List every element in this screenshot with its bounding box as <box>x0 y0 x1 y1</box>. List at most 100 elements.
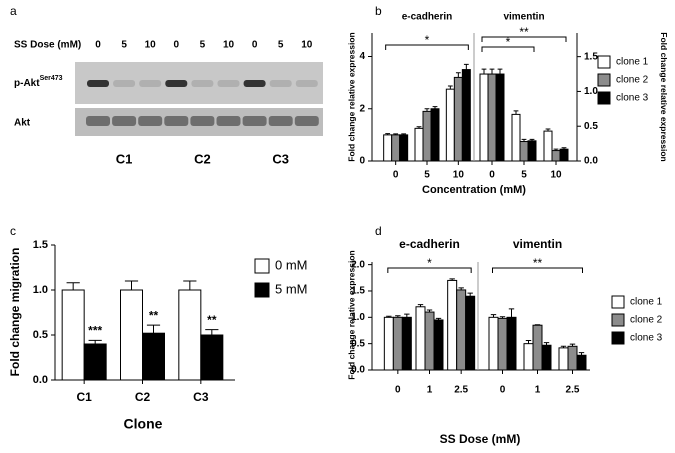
band <box>112 116 137 126</box>
bar <box>523 343 534 371</box>
error-bar <box>447 85 453 90</box>
significance-label: * <box>427 256 432 270</box>
x-tick-label: C1 <box>76 390 92 404</box>
band <box>164 116 189 126</box>
significance-label: ** <box>149 308 159 322</box>
group-title: vimentin <box>503 12 544 23</box>
tick-label: 1.0 <box>33 284 48 296</box>
bar <box>576 354 587 371</box>
bar <box>487 73 497 162</box>
bar <box>567 345 578 371</box>
clone-label: C3 <box>272 151 289 166</box>
bar <box>551 150 561 162</box>
error-bar <box>499 316 506 319</box>
tick-label: 2 <box>359 103 365 114</box>
dose-label: SS Dose (mM) <box>14 40 81 51</box>
row-label: Akt <box>14 118 31 129</box>
error-bar <box>534 324 541 326</box>
significance-label: * <box>506 35 511 49</box>
error-bar <box>417 304 424 307</box>
bar <box>447 279 458 371</box>
bar <box>200 334 224 381</box>
band <box>269 80 292 87</box>
band <box>217 80 240 87</box>
panel-label: d <box>375 224 382 238</box>
bar <box>383 316 394 371</box>
error-bar <box>489 68 495 75</box>
bar <box>456 289 467 371</box>
significance-bracket <box>387 267 472 273</box>
x-tick-label: 1 <box>427 385 433 396</box>
significance-bracket <box>492 267 583 273</box>
dose-label: 0 <box>95 40 101 51</box>
panel-label: c <box>10 224 16 238</box>
x-tick-label: 0 <box>395 385 401 396</box>
tick-label: 0.5 <box>33 329 48 341</box>
error-bar <box>560 345 567 348</box>
error-bar <box>513 110 519 115</box>
error-bar <box>545 128 551 132</box>
bar <box>511 113 521 162</box>
bar <box>488 316 499 371</box>
dose-label: 0 <box>174 40 180 51</box>
error-bar <box>455 72 461 78</box>
legend-swatch <box>611 313 625 327</box>
tick-label: 1.0 <box>351 312 365 323</box>
dose-label: 5 <box>121 40 127 51</box>
error-bar <box>386 315 392 318</box>
group-title: e-cadherin <box>402 12 453 23</box>
significance-bracket <box>481 46 535 52</box>
error-bar <box>490 314 497 318</box>
significance-label: ** <box>207 313 217 327</box>
group-title: e-cadherin <box>399 237 460 251</box>
bar <box>415 306 426 371</box>
legend-label: clone 3 <box>630 333 663 344</box>
legend-label: 5 mM <box>275 281 308 296</box>
dose-label: 10 <box>301 40 313 51</box>
band <box>113 80 136 87</box>
significance-label: *** <box>88 324 102 338</box>
error-bar <box>66 282 80 290</box>
bar <box>445 88 455 162</box>
tick-label: 1.5 <box>351 286 365 297</box>
band <box>294 116 319 126</box>
significance-bracket <box>481 36 567 42</box>
tick-label: 1.5 <box>33 239 48 251</box>
band <box>139 80 162 87</box>
legend-swatch <box>254 258 270 274</box>
legend-label: clone 3 <box>616 93 649 104</box>
error-bar <box>521 138 527 142</box>
bar <box>497 317 508 371</box>
bar <box>541 344 552 371</box>
clone-label: C2 <box>194 151 211 166</box>
x-tick-label: 5 <box>521 170 527 181</box>
tick-label: 0.0 <box>33 374 48 386</box>
error-bar <box>401 133 407 135</box>
tick-label: 0.0 <box>351 365 365 376</box>
tick-label: 0.5 <box>351 338 365 349</box>
x-tick-label: 0 <box>500 385 506 396</box>
band <box>138 116 163 126</box>
x-tick-label: 10 <box>550 170 562 181</box>
band <box>268 116 293 126</box>
bar <box>392 316 403 371</box>
error-bar <box>458 287 464 290</box>
tick-label: 2.0 <box>351 259 365 270</box>
x-tick-label: 5 <box>424 170 430 181</box>
bar <box>559 148 569 162</box>
error-bar <box>432 106 438 109</box>
y-axis-label: Fold change migration <box>8 248 22 377</box>
tick-label: 1.0 <box>584 86 598 97</box>
band <box>243 80 266 87</box>
error-bar <box>497 68 503 75</box>
bar <box>61 289 85 381</box>
error-bar <box>393 133 399 135</box>
band <box>295 80 318 87</box>
clone-label: C1 <box>116 151 133 166</box>
bar <box>391 134 401 162</box>
x-tick-label: C2 <box>135 390 151 404</box>
x-tick-label: 0 <box>393 170 399 181</box>
error-bar <box>553 148 559 151</box>
significance-label: * <box>425 33 430 47</box>
